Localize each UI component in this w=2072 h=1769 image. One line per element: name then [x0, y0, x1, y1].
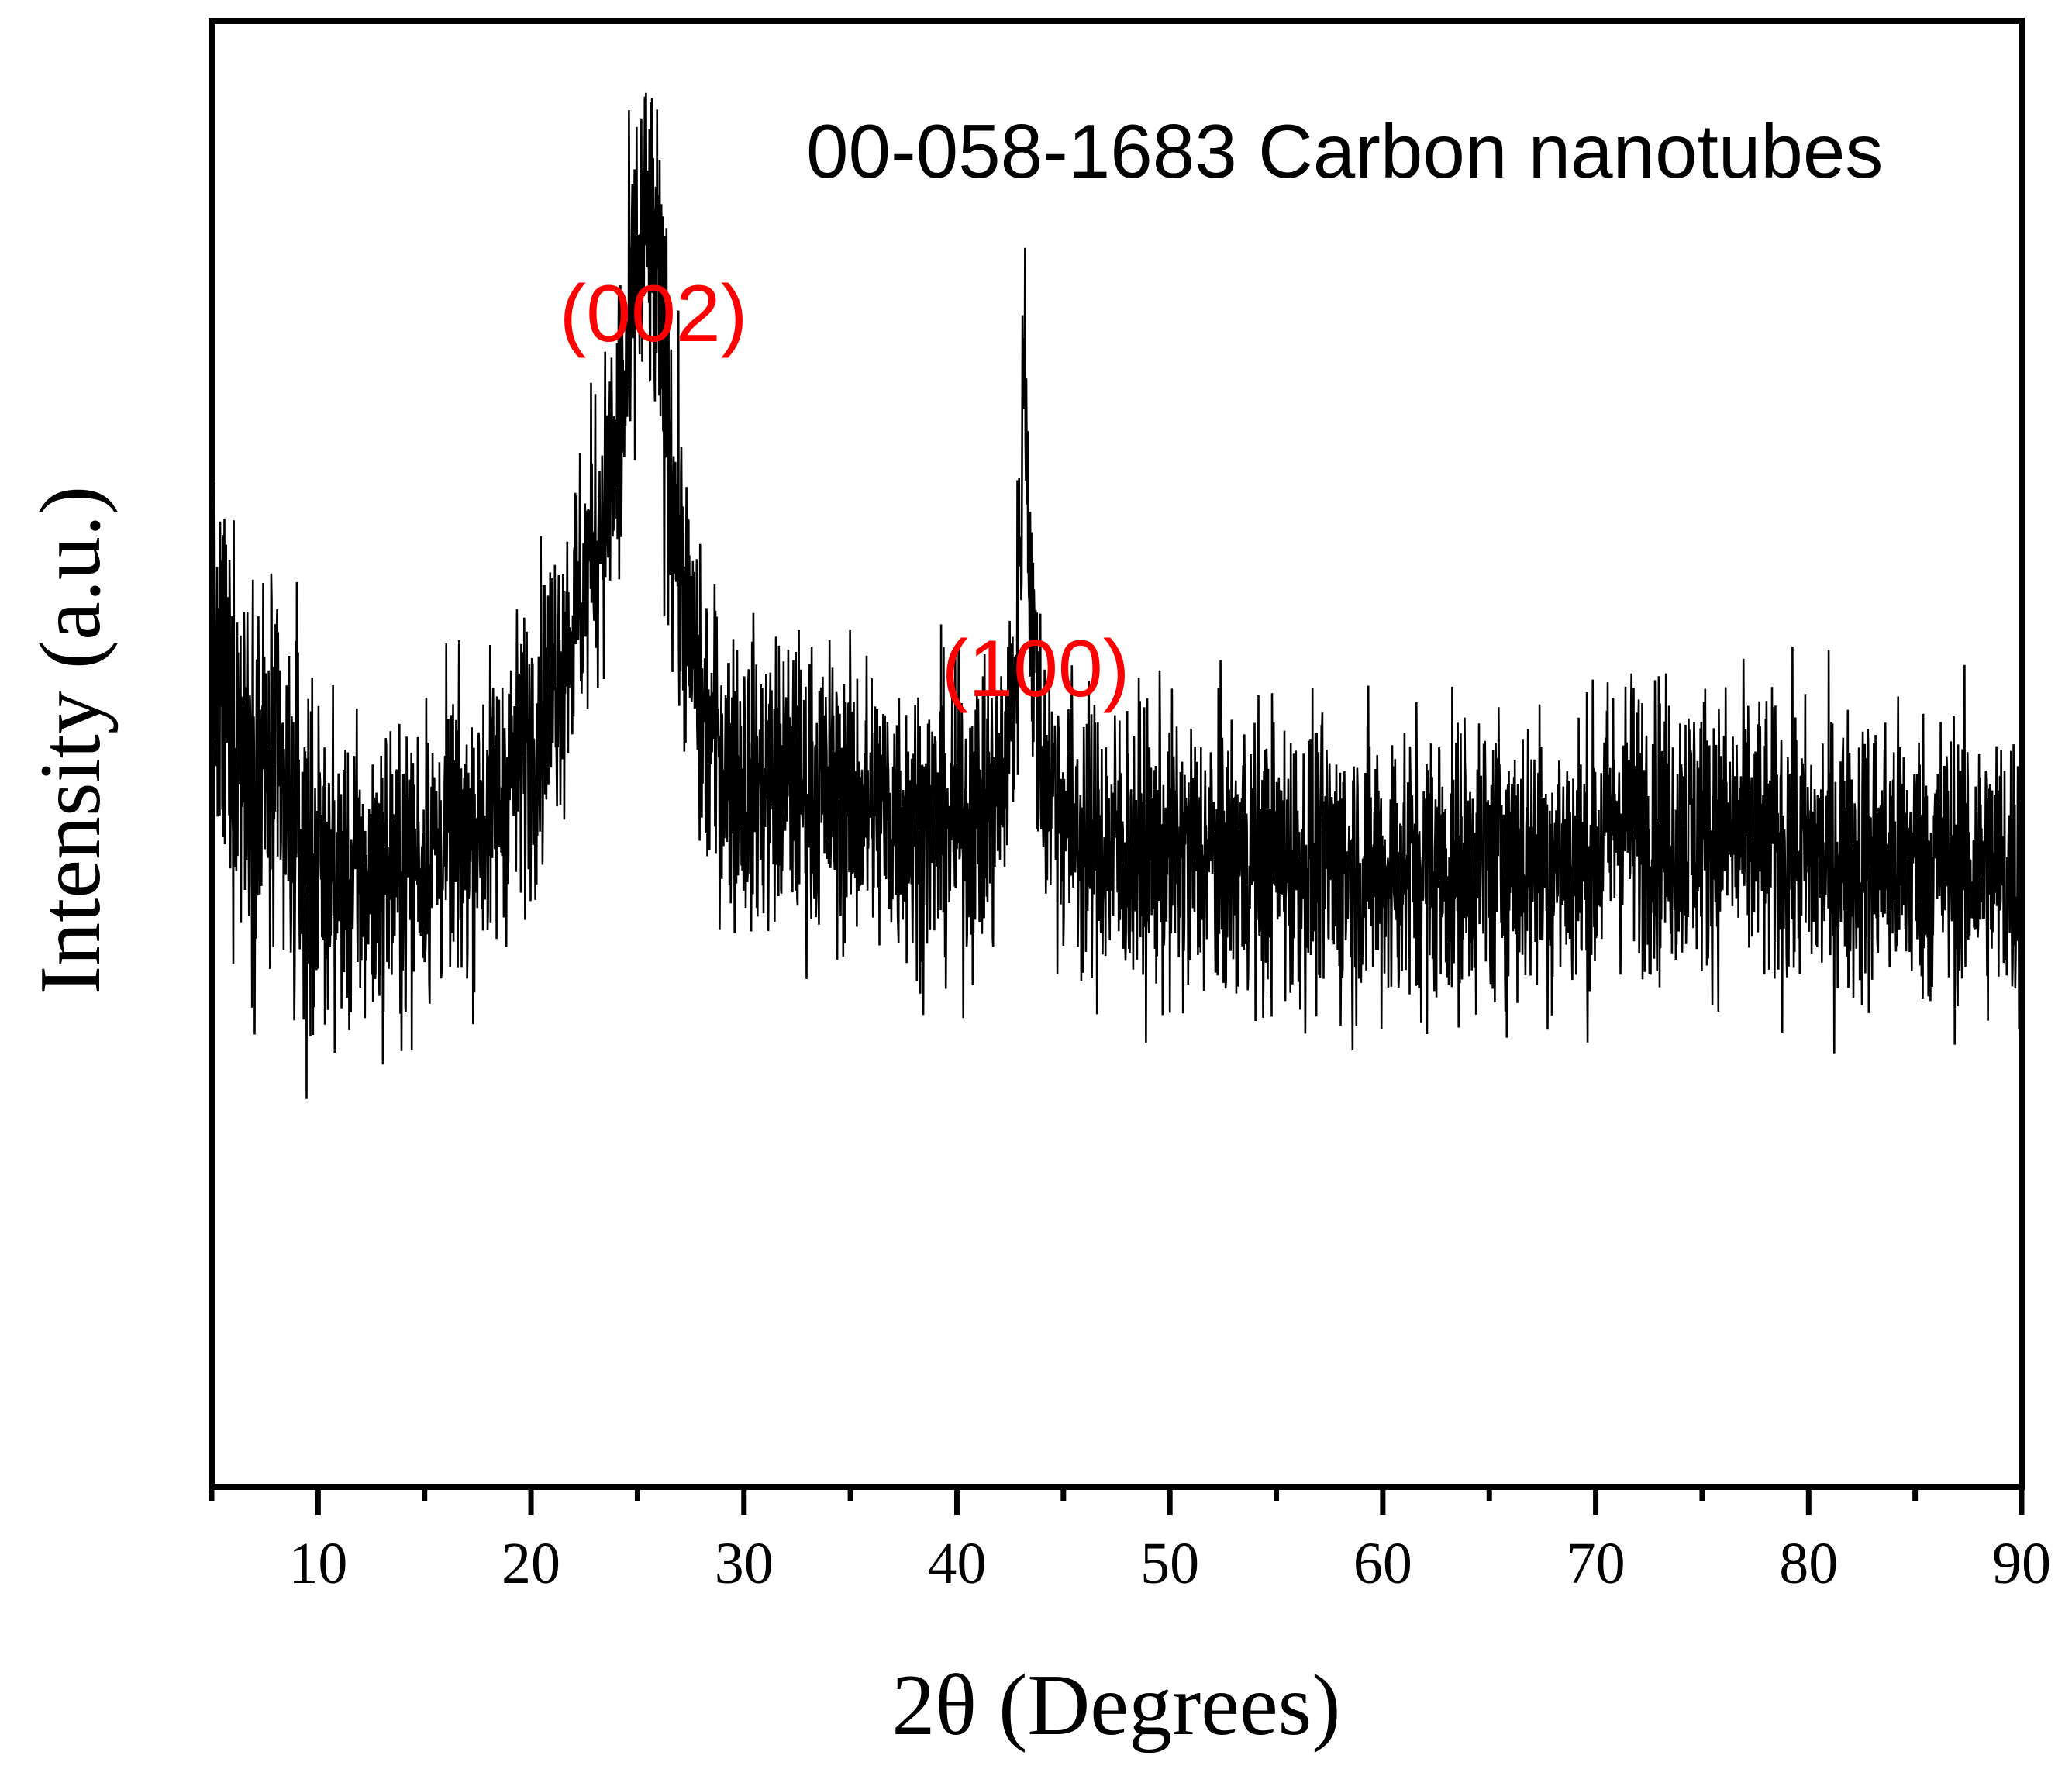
x-axis-tick-labels: 10 20 30 40 50 60 70 80 90	[288, 1531, 2051, 1596]
peak-label-100: (100)	[942, 624, 1130, 714]
xrd-line	[210, 92, 2023, 1099]
xrd-trace	[210, 92, 2023, 1099]
x-tick-label: 40	[927, 1531, 986, 1596]
x-tick-label: 60	[1353, 1531, 1412, 1596]
peak-label-002: (002)	[560, 269, 748, 359]
x-tick-label: 90	[1992, 1531, 2051, 1596]
x-tick-label: 50	[1140, 1531, 1199, 1596]
x-tick-label: 70	[1567, 1531, 1626, 1596]
x-axis-title: 2θ (Degrees)	[891, 1657, 1340, 1753]
reference-card-title: 00-058-1683 Carbon nanotubes	[806, 109, 1883, 194]
x-tick-label: 30	[715, 1531, 774, 1596]
plot-frame	[209, 18, 2025, 1490]
y-axis-title: Intensity (a.u.)	[22, 486, 119, 995]
x-tick-label: 80	[1779, 1531, 1838, 1596]
x-tick-label: 10	[288, 1531, 347, 1596]
x-axis-ticks	[209, 1487, 2025, 1515]
x-tick-label: 20	[502, 1531, 560, 1596]
